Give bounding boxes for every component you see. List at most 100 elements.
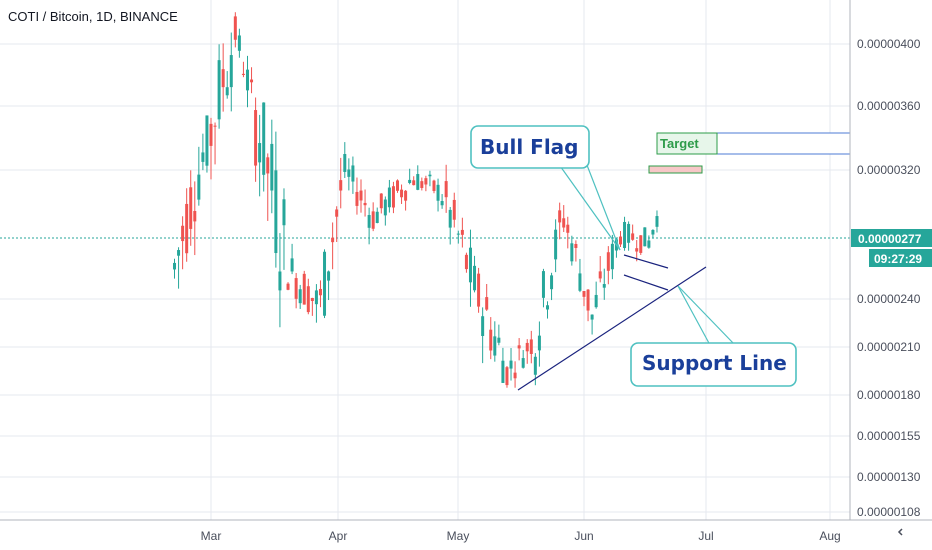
price-tick-label: 0.00000210 — [857, 340, 921, 354]
chart-title: COTI / Bitcoin, 1D, BINANCE — [8, 9, 178, 24]
candle-body — [250, 79, 254, 83]
current-price-badge — [851, 229, 932, 247]
candle-body — [173, 262, 177, 270]
candles-layer — [173, 12, 659, 388]
candle-body — [327, 271, 331, 281]
countdown-badge — [869, 249, 932, 267]
candle-body — [647, 240, 651, 248]
candle-body — [266, 157, 270, 174]
candle-body — [225, 87, 229, 96]
candle-body — [201, 152, 205, 162]
candle-body — [347, 169, 351, 177]
candle-body — [529, 339, 533, 354]
candle-body — [213, 125, 217, 127]
candle-body — [221, 69, 225, 88]
candle-body — [245, 69, 249, 91]
support-line-label: Support Line — [642, 351, 787, 375]
candle-body — [464, 254, 468, 270]
support-trendline[interactable] — [517, 266, 707, 391]
candle-body — [598, 271, 602, 279]
candle-body — [448, 209, 452, 228]
time-tick-label: Jun — [574, 529, 593, 543]
candle-body — [185, 203, 189, 254]
candle-body — [477, 273, 481, 307]
candle-body — [428, 174, 432, 177]
candle-body — [505, 367, 509, 386]
candle-body — [237, 35, 241, 51]
price-tick-label: 0.00000320 — [857, 163, 921, 177]
candle-body — [335, 209, 339, 217]
candle-body — [456, 233, 460, 235]
candle-body — [387, 187, 391, 208]
candle-body — [383, 199, 387, 216]
candle-body — [331, 237, 335, 243]
candle-body — [302, 273, 306, 305]
candle-body — [229, 55, 233, 88]
candle-body — [391, 186, 395, 208]
chart-grid — [0, 0, 850, 520]
candle-body — [351, 165, 355, 182]
candle-body — [436, 184, 440, 201]
settings-icon[interactable] — [851, 521, 932, 550]
candle-body — [537, 335, 541, 351]
time-tick-label: May — [447, 529, 470, 543]
price-tick-label: 0.00000155 — [857, 429, 921, 443]
candle-body — [606, 252, 610, 271]
candle-body — [651, 229, 655, 235]
candle-body — [278, 271, 282, 291]
candle-body — [623, 221, 627, 249]
candle-body — [318, 288, 322, 296]
candle-body — [582, 291, 586, 297]
candle-body — [379, 193, 383, 209]
price-axis[interactable]: 0.00000400 0.00000360 0.00000320 0.00000240… — [849, 0, 932, 520]
candle-body — [541, 271, 545, 298]
candle-body — [586, 289, 590, 311]
candle-body — [513, 372, 517, 379]
bull-flag-callout[interactable]: Bull Flag — [470, 125, 621, 251]
candle-body — [286, 283, 290, 290]
candle-body — [460, 229, 464, 235]
candle-body — [205, 115, 209, 166]
candle-body — [550, 275, 554, 290]
candle-body — [233, 16, 237, 40]
support-line-callout[interactable]: Support Line — [630, 285, 797, 387]
candle-body — [408, 179, 412, 183]
candle-body — [177, 250, 181, 256]
candle-body — [290, 258, 294, 272]
candle-body — [635, 248, 639, 252]
candle-body — [270, 143, 274, 191]
bull-flag-upper-line[interactable] — [623, 254, 669, 269]
candle-body — [489, 329, 493, 351]
candle-body — [578, 273, 582, 291]
candle-body — [521, 358, 525, 368]
candle-body — [294, 278, 298, 299]
candle-body — [509, 360, 513, 369]
candle-body — [217, 60, 221, 120]
candle-body — [209, 123, 213, 146]
candle-body — [574, 244, 578, 248]
current-price-text: 0.00000277 — [858, 232, 922, 246]
candle-body — [570, 243, 574, 262]
target-label: Target — [660, 136, 699, 151]
candle-body — [420, 181, 424, 188]
candle-body — [310, 297, 314, 302]
candle-body — [517, 345, 521, 349]
bull-flag-lower-line[interactable] — [623, 274, 669, 291]
candle-body — [197, 174, 201, 200]
candle-body — [493, 336, 497, 356]
candle-body — [655, 216, 659, 227]
candle-body — [193, 211, 197, 222]
candle-body — [367, 215, 371, 228]
candle-body — [355, 191, 359, 206]
candle-body — [627, 223, 631, 243]
time-axis[interactable]: Mar Apr May Jun Jul Aug — [0, 519, 932, 550]
candle-body — [497, 337, 501, 343]
candle-body — [468, 247, 472, 283]
candle-body — [371, 211, 375, 229]
price-tick-label: 0.00000240 — [857, 292, 921, 306]
candle-body — [424, 178, 428, 185]
candle-body — [339, 180, 343, 191]
candle-body — [363, 202, 367, 206]
candle-body — [359, 190, 363, 201]
